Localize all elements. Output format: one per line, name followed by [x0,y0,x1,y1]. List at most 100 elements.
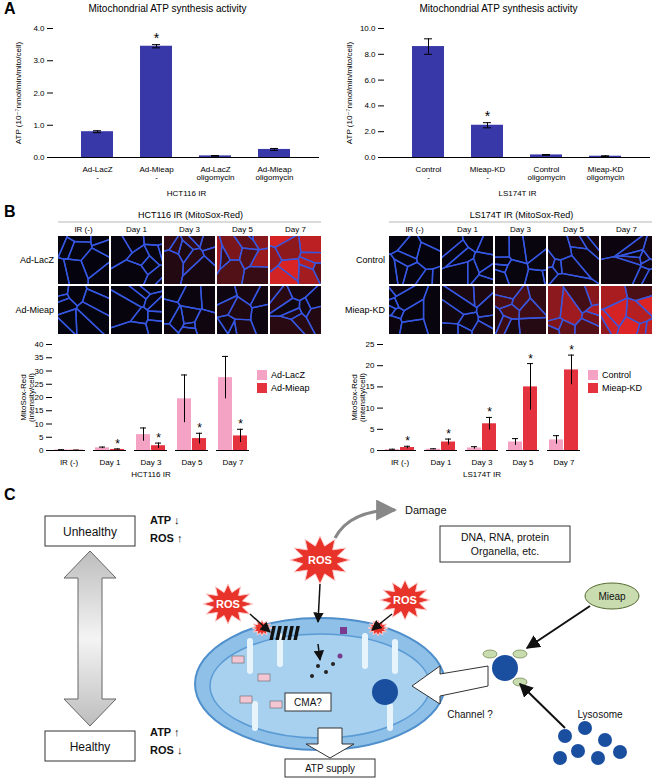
svg-text:6.0: 6.0 [364,76,376,85]
svg-text:*: * [156,431,161,445]
svg-text:30: 30 [34,366,44,376]
svg-text:Mieap: Mieap [598,591,626,602]
svg-text:Day 3: Day 3 [472,458,493,467]
svg-text:ATP (10⁻⁷nmol/min/mito/cell): ATP (10⁻⁷nmol/min/mito/cell) [14,41,23,144]
svg-text:Organella, etc.: Organella, etc. [471,545,539,557]
svg-text:Day 1: Day 1 [431,458,452,467]
svg-text:Day 3: Day 3 [510,225,531,234]
svg-text:Ad-Mieap: Ad-Mieap [15,305,54,315]
svg-text:5: 5 [370,425,375,434]
svg-text:*: * [238,417,243,431]
svg-text:Day 3: Day 3 [141,458,162,467]
svg-text:Day 1: Day 1 [126,225,147,234]
svg-text:Lysosome: Lysosome [577,709,623,720]
svg-text:*: * [115,437,120,451]
svg-text:25: 25 [34,379,44,389]
svg-text:Day 5: Day 5 [232,225,253,234]
svg-text:Healthy: Healthy [70,740,111,754]
svg-text:ROS ↓: ROS ↓ [150,744,182,756]
html-text:B: B [4,203,16,220]
svg-text:1.0: 1.0 [33,121,45,130]
svg-text:*: * [528,352,533,366]
svg-text:0.0: 0.0 [364,153,376,162]
svg-text:*: * [487,405,492,419]
svg-text:Day 7: Day 7 [616,225,637,234]
svg-text:*: * [405,434,410,448]
svg-text:4.0: 4.0 [364,101,376,110]
svg-text:Ad-LacZoligomycin: Ad-LacZoligomycin [197,165,235,182]
svg-text:Control: Control [356,255,385,265]
svg-text:ROS: ROS [393,594,417,606]
svg-text:ROS: ROS [216,598,240,610]
html-text:Mitochondrial ATP synthesis ac: Mitochondrial ATP synthesis activity [419,3,578,14]
html-text:A: A [4,0,16,17]
svg-text:*: * [485,108,491,124]
svg-text:0.0: 0.0 [33,153,45,162]
svg-text:20: 20 [366,361,375,370]
svg-text:HCT116 IR: HCT116 IR [131,470,171,479]
svg-text:Mieap-KDoligomycin: Mieap-KDoligomycin [587,165,625,182]
svg-text:LS174T IR: LS174T IR [498,189,536,198]
svg-text:LS174T IR: LS174T IR [463,470,501,479]
svg-text:ATP ↓: ATP ↓ [150,514,180,526]
svg-text:Mieap-KD: Mieap-KD [345,305,386,315]
svg-text:ATP (10⁻⁷nmol/min/mito/cell): ATP (10⁻⁷nmol/min/mito/cell) [345,41,354,144]
svg-text:ATP ↑: ATP ↑ [150,726,180,738]
svg-text:IR (-): IR (-) [60,458,79,467]
html-text:Mitochondrial ATP synthesis ac: Mitochondrial ATP synthesis activity [88,3,247,14]
svg-text:25: 25 [366,340,375,349]
svg-text:Day 3: Day 3 [179,225,200,234]
svg-text:ROS: ROS [308,554,332,566]
svg-text:Ad-LacZ: Ad-LacZ [20,255,55,265]
html-text:Ad-LacZ: Ad-LacZ [271,370,305,380]
svg-text:Day 7: Day 7 [223,458,244,467]
svg-text:HCT116 IR: HCT116 IR [167,189,207,198]
svg-text:8.0: 8.0 [364,50,376,59]
svg-text:Ad-LacZ-: Ad-LacZ- [82,165,112,182]
svg-text:Day 5: Day 5 [513,458,534,467]
svg-text:IR (-): IR (-) [391,458,410,467]
svg-text:4.0: 4.0 [33,24,45,33]
svg-text:Control-: Control- [416,165,442,182]
svg-text:0: 0 [370,446,375,455]
svg-text:IR (-): IR (-) [405,225,424,234]
svg-text:Channel ?: Channel ? [447,709,493,720]
svg-text:10.0: 10.0 [360,24,376,33]
svg-text:*: * [569,343,574,357]
svg-text:Ad-Mieapoligomycin: Ad-Mieapoligomycin [256,165,294,182]
svg-text:Damage: Damage [405,504,447,516]
svg-text:40: 40 [35,340,44,349]
svg-text:LS174T IR (MitoSox-Red): LS174T IR (MitoSox-Red) [470,210,573,220]
svg-text:*: * [446,427,451,441]
svg-text:2.0: 2.0 [33,89,45,98]
svg-text:Controloligomycin: Controloligomycin [528,165,566,182]
svg-text:Day 7: Day 7 [285,225,306,234]
svg-text:35: 35 [35,353,44,362]
html-text:C: C [4,486,16,503]
svg-text:3.0: 3.0 [33,56,45,65]
svg-text:Day 7: Day 7 [554,458,575,467]
svg-text:Mieap-KD-: Mieap-KD- [470,165,506,182]
svg-text:20: 20 [34,393,44,403]
svg-text:10: 10 [34,419,44,429]
svg-text:CMA?: CMA? [294,697,322,708]
svg-text:ATP supply: ATP supply [305,763,355,774]
svg-text:15: 15 [34,406,44,416]
svg-text:Day 1: Day 1 [100,458,121,467]
svg-text:0: 0 [39,446,44,455]
svg-text:*: * [154,30,160,46]
svg-text:Day 5: Day 5 [563,225,584,234]
svg-text:*: * [197,421,202,435]
svg-text:Day 5: Day 5 [182,458,203,467]
svg-text:ROS ↑: ROS ↑ [150,532,182,544]
svg-text:MitoSox-Red(intensity/cell): MitoSox-Red(intensity/cell) [350,373,367,422]
svg-text:Ad-Mieap-: Ad-Mieap- [139,165,174,182]
svg-text:MitoSox-Red(intensity/cell): MitoSox-Red(intensity/cell) [19,373,36,422]
svg-text:5: 5 [39,433,44,442]
svg-text:HCT116 IR (MitoSox-Red): HCT116 IR (MitoSox-Red) [138,210,243,220]
svg-text:IR (-): IR (-) [74,225,93,234]
svg-text:2.0: 2.0 [364,127,376,136]
svg-text:Day 1: Day 1 [457,225,478,234]
svg-text:DNA, RNA, protein: DNA, RNA, protein [461,531,549,543]
svg-text:Unhealthy: Unhealthy [63,525,117,539]
